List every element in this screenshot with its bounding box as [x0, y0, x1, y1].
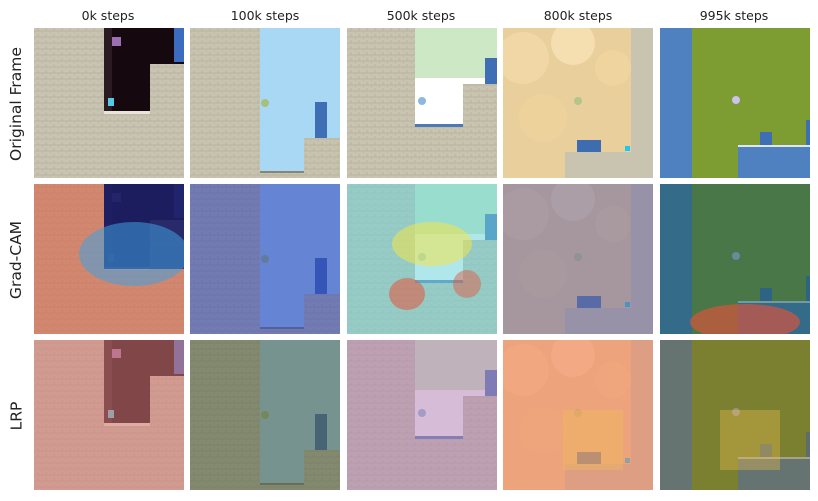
original-panel-dark-cave	[34, 28, 184, 178]
gradcam-panel-white-cloud	[347, 184, 497, 334]
lrp-panel-dark-cave	[34, 340, 184, 490]
column-title-800k: 800k steps	[543, 8, 613, 23]
original-panel-white-cloud	[347, 28, 497, 178]
lrp-panel-white-cloud	[347, 340, 497, 490]
lrp-panel-green-grass	[660, 340, 810, 490]
column-title-995k: 995k steps	[699, 8, 769, 23]
row-title-lrp: LRP	[6, 401, 25, 431]
row-title-gradcam: Grad-CAM	[7, 220, 25, 300]
original-panel-green-grass	[660, 28, 810, 178]
column-title-100k: 100k steps	[230, 8, 300, 23]
original-panel-sky-ledge	[190, 28, 340, 178]
original-panel-peach-clouds	[503, 28, 653, 178]
column-title-0k: 0k steps	[81, 8, 135, 23]
gradcam-panel-sky-ledge	[190, 184, 340, 334]
gradcam-panel-peach-clouds	[503, 184, 653, 334]
column-title-500k: 500k steps	[386, 8, 456, 23]
gradcam-panel-green-grass	[660, 184, 810, 334]
row-title-original: Original Frame	[7, 47, 25, 161]
gradcam-panel-dark-cave	[34, 184, 184, 334]
lrp-panel-peach-clouds	[503, 340, 653, 490]
lrp-panel-sky-ledge	[190, 340, 340, 490]
